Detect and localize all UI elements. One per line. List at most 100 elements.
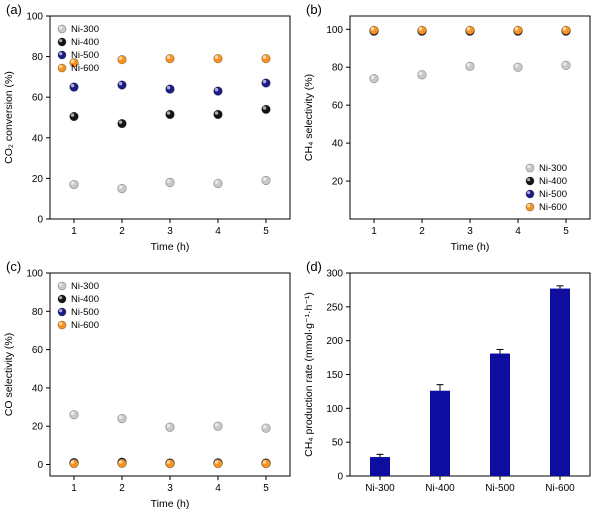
data-point-marker bbox=[525, 189, 535, 199]
tick-label: 40 bbox=[32, 383, 44, 394]
legend-label: Ni-300 bbox=[71, 281, 99, 292]
chart-svg: 0 50 100 150 200 250 300 Ni-300 Ni-400 Ni-500 Ni-6… bbox=[303, 269, 591, 494]
data-point-marker bbox=[261, 458, 271, 469]
tick-label: Ni-400 bbox=[425, 483, 455, 494]
bar bbox=[490, 353, 510, 476]
data-point-marker bbox=[69, 82, 79, 92]
tick-label: 0 bbox=[37, 460, 43, 471]
legend-label: Ni-400 bbox=[71, 37, 99, 48]
data-point-marker bbox=[69, 410, 79, 420]
chart-svg: 20 40 60 80 100 1 2 3 4 5 Ni-300 Ni-400 Ni-500 Ni-600… bbox=[303, 15, 591, 253]
data-point-marker bbox=[261, 175, 271, 186]
data-point-marker bbox=[117, 458, 127, 469]
bar bbox=[430, 390, 450, 476]
axis-label: CH₄ production rate (mmol·g⁻¹·h⁻¹) bbox=[303, 292, 315, 457]
data-point-marker bbox=[417, 25, 427, 35]
data-point-marker bbox=[57, 294, 67, 304]
tick-label: 5 bbox=[263, 226, 269, 237]
tick-label: 2 bbox=[419, 226, 425, 237]
bar bbox=[550, 288, 570, 476]
legend-label: Ni-600 bbox=[71, 63, 99, 74]
legend-label: Ni-600 bbox=[539, 202, 567, 213]
error-bar bbox=[376, 453, 384, 458]
tick-label: 40 bbox=[32, 133, 44, 144]
tick-label: 3 bbox=[167, 483, 173, 494]
data-point-marker bbox=[465, 25, 475, 35]
data-point-marker bbox=[57, 63, 67, 73]
panel-d-label: (d) bbox=[306, 259, 322, 274]
data-point-marker bbox=[117, 183, 127, 194]
data-point-marker bbox=[57, 50, 67, 60]
tick-label: 1 bbox=[71, 226, 77, 237]
data-point-marker bbox=[513, 62, 523, 72]
data-point-marker bbox=[261, 53, 271, 64]
data-point-marker bbox=[213, 53, 223, 64]
error-bar bbox=[436, 384, 444, 391]
error-bar bbox=[496, 348, 504, 354]
data-point-marker bbox=[369, 25, 379, 35]
data-point-marker bbox=[69, 179, 79, 190]
tick-label: 0 bbox=[337, 472, 343, 483]
data-point-marker bbox=[57, 37, 67, 47]
legend-label: Ni-500 bbox=[71, 307, 99, 318]
data-point-marker bbox=[165, 458, 175, 469]
data-point-marker bbox=[117, 118, 127, 129]
data-point-marker bbox=[57, 24, 67, 34]
data-point-marker bbox=[465, 61, 475, 71]
tick-label: 150 bbox=[326, 370, 343, 381]
panel-a: (a) 0 20 40 60 80 100 1 2 3 4 5 Ni-300 Ni-400 Ni-500 N… bbox=[0, 0, 300, 257]
legend-label: Ni-400 bbox=[71, 294, 99, 305]
tick-label: 4 bbox=[215, 483, 221, 494]
legend-label: Ni-300 bbox=[71, 24, 99, 35]
tick-label: 2 bbox=[119, 226, 125, 237]
tick-label: 250 bbox=[326, 302, 343, 313]
co-selectivity-chart: 0 20 40 60 80 100 1 2 3 4 5 Ni-300 Ni-400 Ni-500 Ni-60… bbox=[0, 257, 300, 515]
data-point-marker bbox=[69, 111, 79, 122]
data-point-marker bbox=[525, 202, 535, 212]
data-point-marker bbox=[165, 177, 175, 188]
data-point-marker bbox=[417, 70, 427, 80]
tick-label: 4 bbox=[515, 226, 521, 237]
legend-label: Ni-600 bbox=[71, 320, 99, 331]
data-point-marker bbox=[561, 60, 571, 70]
panel-c: (c) 0 20 40 60 80 100 1 2 3 4 5 Ni-300 Ni-400 Ni-500 N… bbox=[0, 257, 300, 515]
legend: Ni-300 Ni-400 Ni-500 Ni-600 bbox=[525, 163, 567, 213]
data-point-marker bbox=[165, 84, 175, 94]
data-point-marker bbox=[213, 421, 223, 431]
panel-c-label: (c) bbox=[6, 259, 22, 274]
data-point-marker bbox=[213, 458, 223, 469]
legend-label: Ni-400 bbox=[539, 176, 567, 187]
panel-a-label: (a) bbox=[6, 2, 22, 17]
tick-label: 60 bbox=[332, 101, 344, 112]
data-point-marker bbox=[213, 109, 223, 120]
tick-label: 2 bbox=[119, 483, 125, 494]
data-point-marker bbox=[261, 104, 271, 115]
tick-label: 80 bbox=[332, 63, 344, 74]
tick-label: 200 bbox=[326, 336, 343, 347]
panel-b: (b) 20 40 60 80 100 1 2 3 4 5 Ni-300 Ni-400 Ni-500 Ni… bbox=[300, 0, 600, 257]
data-point-marker bbox=[57, 307, 67, 317]
data-point-marker bbox=[261, 423, 271, 433]
tick-label: 20 bbox=[32, 422, 44, 433]
error-bar bbox=[556, 285, 564, 289]
tick-label: 50 bbox=[332, 438, 344, 449]
data-point-marker bbox=[213, 178, 223, 189]
data-point-marker bbox=[165, 53, 175, 64]
data-point-marker bbox=[69, 58, 79, 68]
tick-label: Ni-600 bbox=[545, 483, 575, 494]
data-point-marker bbox=[369, 73, 379, 84]
bar bbox=[370, 457, 390, 476]
tick-label: 100 bbox=[26, 12, 43, 23]
tick-label: 1 bbox=[371, 226, 377, 237]
data-point-marker bbox=[117, 413, 127, 424]
tick-label: 5 bbox=[563, 226, 569, 237]
tick-label: 60 bbox=[32, 93, 44, 104]
legend-label: Ni-500 bbox=[539, 189, 567, 200]
co2-conversion-chart: 0 20 40 60 80 100 1 2 3 4 5 Ni-300 Ni-400 Ni-500 Ni-60… bbox=[0, 0, 300, 257]
data-point-marker bbox=[261, 78, 271, 88]
data-point-marker bbox=[525, 163, 535, 173]
chart-svg: 0 20 40 60 80 100 1 2 3 4 5 Ni-300 Ni-400 Ni-500 Ni-60… bbox=[3, 12, 291, 253]
data-point-marker bbox=[69, 458, 79, 469]
axis-label: Time (h) bbox=[451, 241, 490, 253]
tick-label: 3 bbox=[167, 226, 173, 237]
